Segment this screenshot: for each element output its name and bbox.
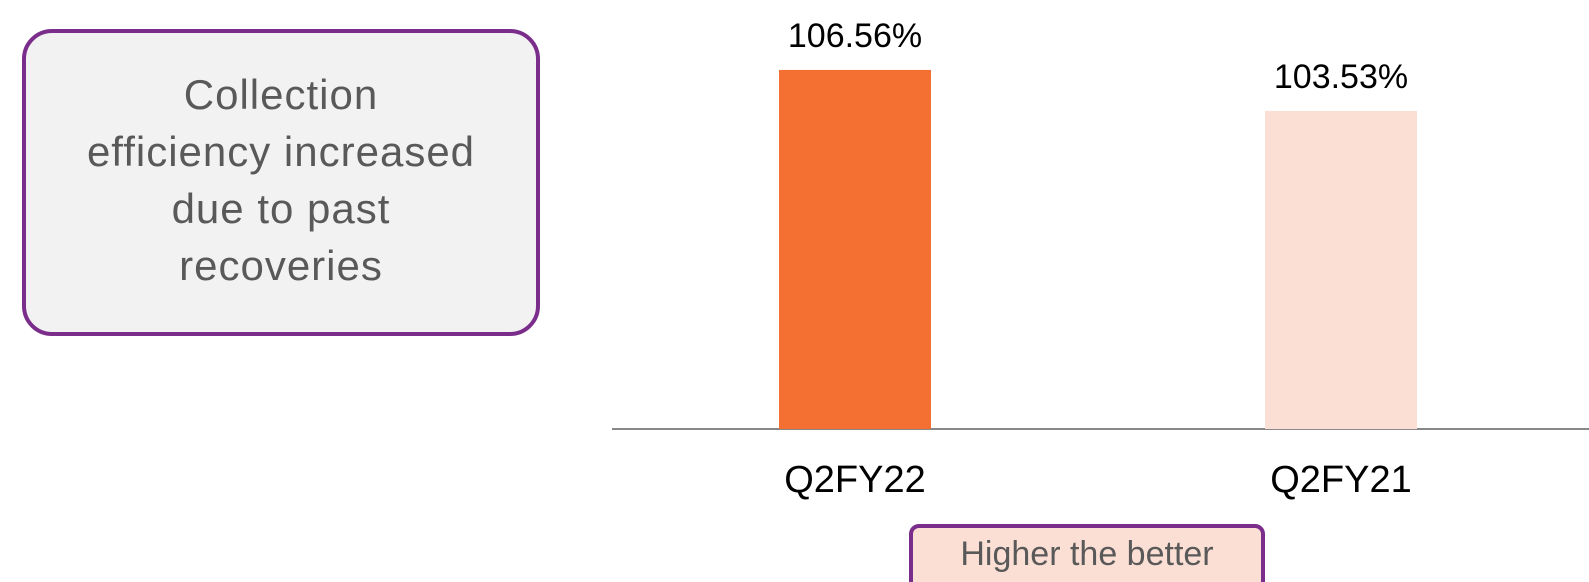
- bar: [779, 69, 931, 429]
- callout-text: recoveries: [179, 242, 383, 289]
- callout-text: efficiency increased: [87, 128, 475, 175]
- value-label: 103.53%: [1274, 58, 1408, 96]
- x-tick-label: Q2FY22: [784, 459, 926, 501]
- annotation-box: [909, 524, 1265, 582]
- callout-text: due to past: [172, 185, 391, 232]
- bar: [1265, 110, 1417, 430]
- value-label: 106.56%: [788, 17, 922, 55]
- callout-box: [22, 29, 540, 336]
- annotation: Higher the better: [960, 535, 1213, 573]
- x-tick-label: Q2FY21: [1270, 459, 1412, 501]
- callout-text: Collection: [184, 71, 378, 118]
